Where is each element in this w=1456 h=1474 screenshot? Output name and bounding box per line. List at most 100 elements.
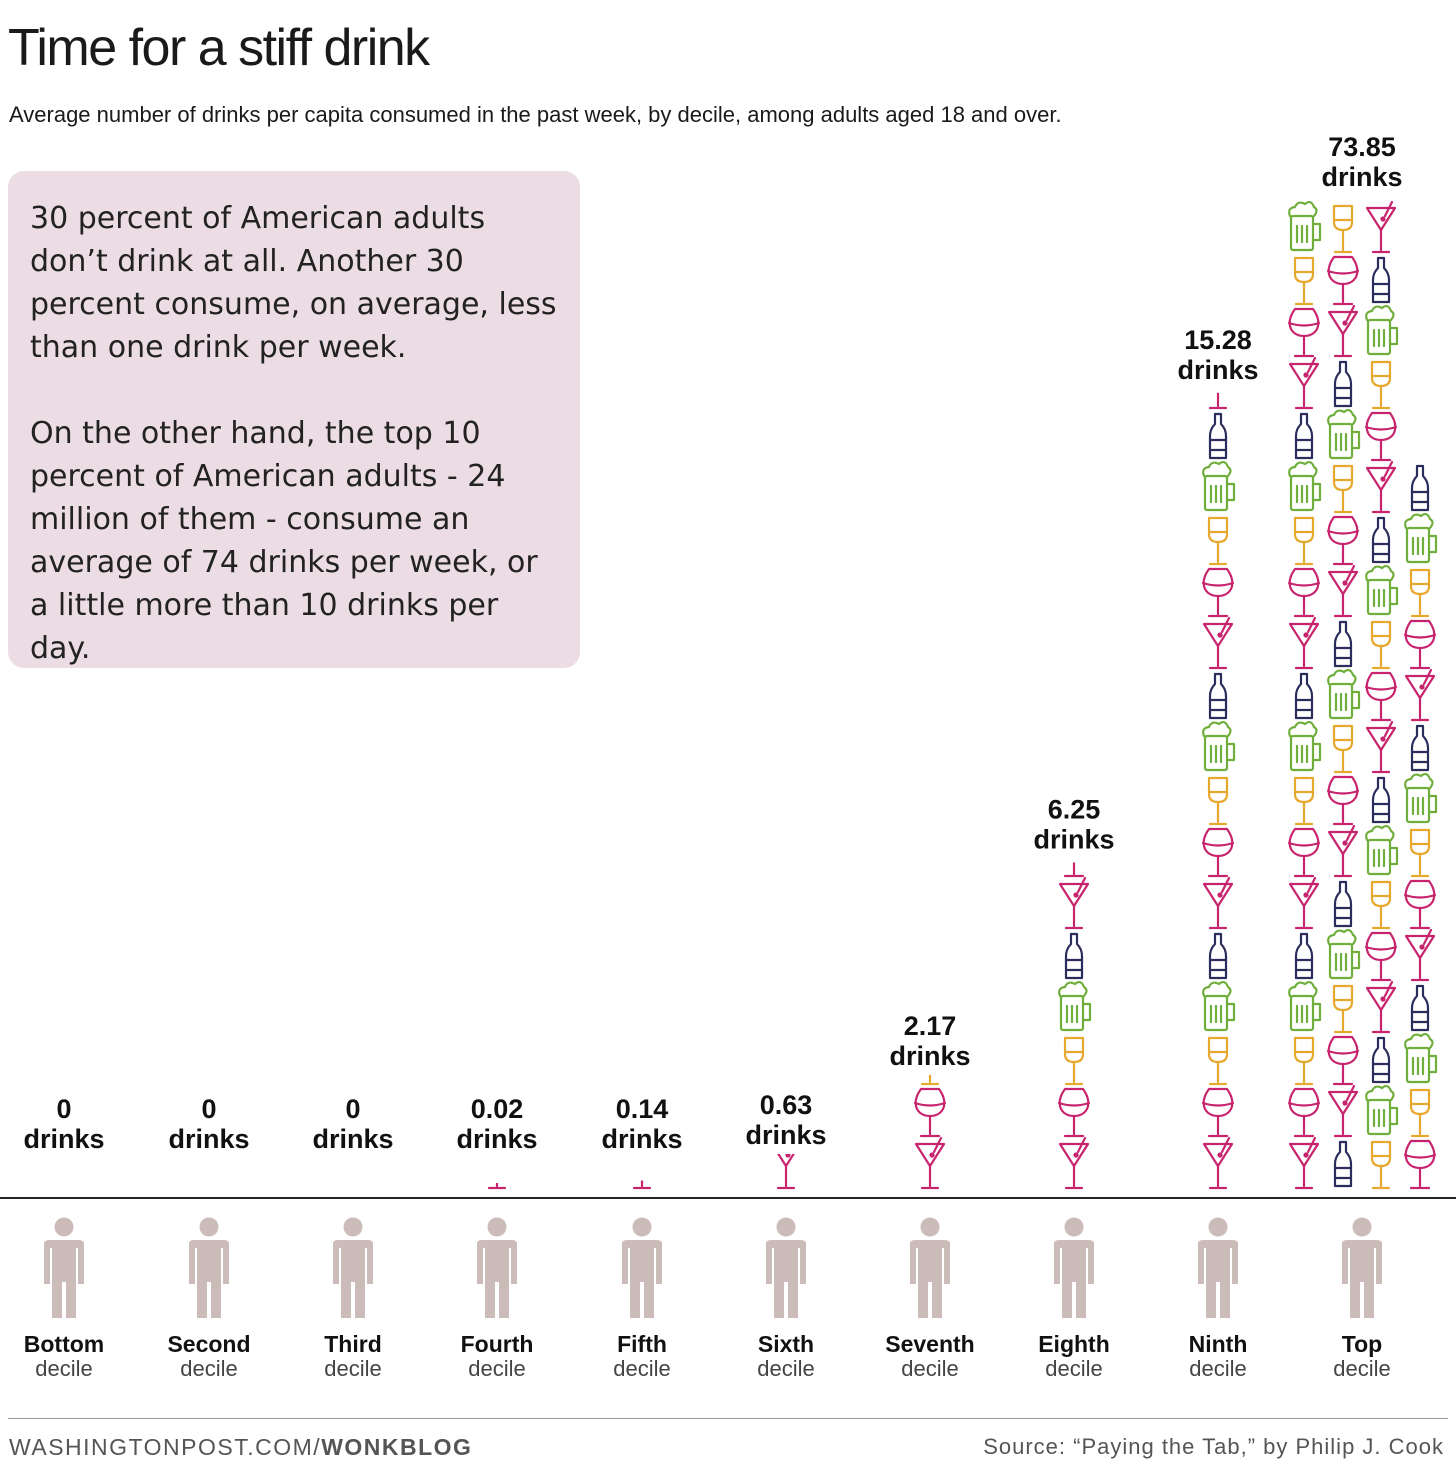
chart-title: Time for a stiff drink xyxy=(8,19,430,77)
drink-icon xyxy=(1403,1139,1437,1190)
footer-site: WASHINGTONPOST.COM/ xyxy=(9,1434,322,1460)
drink-icon xyxy=(1327,928,1361,980)
decile-column-bottom xyxy=(44,1217,84,1318)
drink-icon xyxy=(1288,720,1322,772)
drink-icon xyxy=(1287,307,1321,358)
callout-paragraph-2: On the other hand, the top 10 percent of… xyxy=(30,416,538,666)
drink-icon xyxy=(1371,1036,1391,1084)
drink-icon-partial xyxy=(487,1183,507,1190)
drink-icon xyxy=(1409,568,1431,618)
decile-name: Top xyxy=(1342,1331,1382,1357)
drink-icon xyxy=(1058,980,1092,1032)
decile-suffix: decile xyxy=(1333,1356,1390,1381)
decile-column-ninth xyxy=(1198,392,1238,1318)
drink-icon xyxy=(913,1087,947,1138)
unit-label: drinks xyxy=(889,1041,970,1071)
decile-suffix: decile xyxy=(468,1356,525,1381)
decile-column-seventh xyxy=(910,1074,950,1318)
value-label: 15.28 xyxy=(1184,325,1252,355)
drink-icon xyxy=(1404,772,1438,824)
drink-icon xyxy=(1202,460,1236,512)
person-icon xyxy=(44,1217,84,1318)
decile-column-second xyxy=(189,1217,229,1318)
person-icon xyxy=(333,1217,373,1318)
unit-label: drinks xyxy=(1177,355,1258,385)
drink-icon xyxy=(1403,619,1437,670)
decile-suffix: decile xyxy=(757,1356,814,1381)
drink-icon xyxy=(1332,984,1354,1034)
drink-icon xyxy=(1410,724,1430,772)
drink-icon xyxy=(1293,1036,1315,1086)
drink-stack xyxy=(487,1183,507,1190)
drink-icon xyxy=(1057,1087,1091,1138)
drink-icon xyxy=(1371,776,1391,824)
drink-icon xyxy=(1333,620,1353,668)
decile-name: Eighth xyxy=(1038,1331,1110,1357)
value-label: 0.14 xyxy=(616,1094,669,1124)
drink-icon xyxy=(1327,408,1361,460)
unit-label: drinks xyxy=(1033,825,1114,855)
drink-icon xyxy=(1208,932,1228,980)
decile-name: Seventh xyxy=(885,1331,974,1357)
drink-icon xyxy=(1326,515,1360,566)
decile-suffix: decile xyxy=(35,1356,92,1381)
unit-label: drinks xyxy=(23,1124,104,1154)
drink-icon xyxy=(1410,984,1430,1032)
footer-brand[interactable]: WONKBLOG xyxy=(321,1434,473,1460)
drink-icon xyxy=(1287,1087,1321,1138)
drink-icon xyxy=(1202,720,1236,772)
drink-icon xyxy=(1326,255,1360,306)
unit-label: drinks xyxy=(168,1124,249,1154)
drink-icon xyxy=(1201,567,1235,618)
drink-icon xyxy=(1327,824,1359,878)
drink-icon xyxy=(1064,932,1084,980)
drink-stack xyxy=(1201,392,1236,1190)
drink-icon xyxy=(1287,567,1321,618)
value-label: 73.85 xyxy=(1328,132,1396,162)
drink-icon xyxy=(1288,876,1320,930)
drink-icon xyxy=(1332,464,1354,514)
drink-icon xyxy=(1365,564,1399,616)
drink-icon xyxy=(1327,304,1359,358)
drink-icon xyxy=(1327,1084,1359,1138)
value-label: 6.25 xyxy=(1048,795,1101,825)
drink-icon xyxy=(1287,827,1321,878)
drink-icon xyxy=(1410,464,1430,512)
value-label: 2.17 xyxy=(904,1011,957,1041)
drink-icon xyxy=(1202,1136,1234,1190)
person-icon xyxy=(622,1217,662,1318)
drink-icon xyxy=(1370,1140,1392,1190)
value-label: 0 xyxy=(201,1094,216,1124)
drink-icon-partial xyxy=(632,1180,652,1190)
drink-icon xyxy=(1288,200,1322,252)
decile-name: Ninth xyxy=(1189,1331,1248,1357)
drink-icon xyxy=(1063,1036,1085,1086)
drink-icon xyxy=(1370,360,1392,410)
unit-label: drinks xyxy=(601,1124,682,1154)
drink-icon-partial xyxy=(1208,392,1228,410)
person-icon xyxy=(1342,1217,1382,1318)
unit-label: drinks xyxy=(456,1124,537,1154)
drink-icon xyxy=(1332,724,1354,774)
decile-column-fourth xyxy=(477,1183,517,1318)
drink-icon xyxy=(1403,879,1437,930)
drink-icon xyxy=(1404,928,1436,982)
drink-icon xyxy=(1365,980,1397,1034)
drink-icon xyxy=(1208,412,1228,460)
drink-icon xyxy=(1207,1036,1229,1086)
footer-divider xyxy=(8,1418,1448,1419)
drink-icon xyxy=(1404,512,1438,564)
drink-icon xyxy=(1371,516,1391,564)
drink-icon xyxy=(1293,516,1315,566)
drink-icon xyxy=(1058,1136,1090,1190)
footer-source: Source: “Paying the Tab,” by Philip J. C… xyxy=(983,1434,1444,1459)
value-label: 0 xyxy=(56,1094,71,1124)
drink-icon xyxy=(1327,564,1359,618)
drink-icon xyxy=(1371,256,1391,304)
drink-icon xyxy=(1332,204,1354,254)
decile-name: Sixth xyxy=(758,1331,814,1357)
drink-icon xyxy=(1364,931,1398,982)
drink-icon-partial xyxy=(776,1153,796,1190)
drink-icon xyxy=(1288,1136,1320,1190)
